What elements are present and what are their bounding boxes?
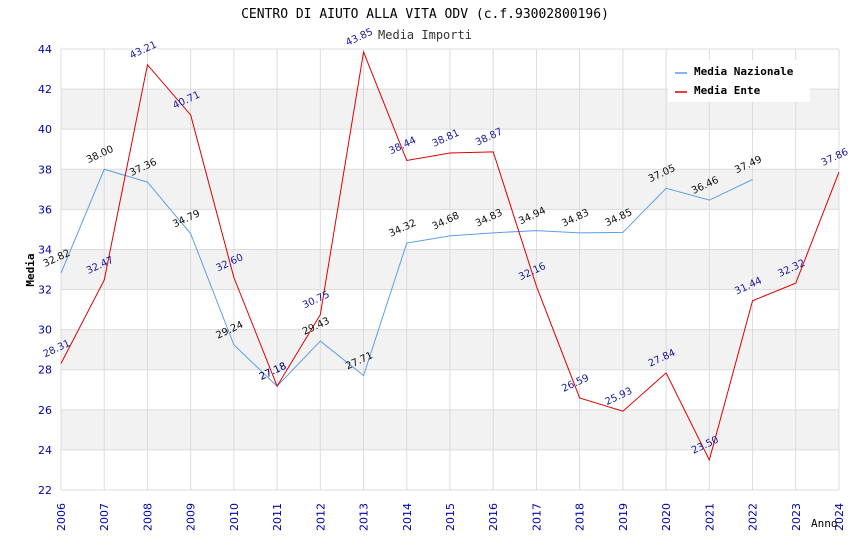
- chart-title: CENTRO DI AIUTO ALLA VITA ODV (c.f.93002…: [241, 7, 609, 22]
- data-label: 26.59: [560, 373, 591, 395]
- x-tick-label: 2011: [271, 503, 284, 531]
- x-tick-label: 2016: [487, 503, 500, 531]
- grid-lines: [60, 48, 840, 491]
- y-axis-label: Media: [24, 253, 37, 286]
- x-tick-label: 2013: [358, 503, 371, 531]
- x-tick-label: 2006: [55, 503, 68, 531]
- legend-label-media-ente: Media Ente: [694, 84, 761, 97]
- x-tick-label: 2018: [574, 503, 587, 531]
- y-tick-label: 34: [38, 243, 52, 256]
- legend-label-media-nazionale: Media Nazionale: [694, 65, 794, 78]
- data-label: 38.44: [387, 135, 418, 157]
- x-tick-label: 2010: [228, 503, 241, 531]
- y-axis-ticks: 22 24 26 28 30 32 34 36 38 40 42 44: [38, 43, 52, 497]
- x-axis-ticks: 2006 2007 2008 2009 2010 2011 2012 2013 2014 2015…: [55, 503, 846, 531]
- y-tick-label: 32: [38, 284, 52, 297]
- data-label: 34.79: [171, 208, 202, 230]
- data-label: 25.93: [604, 386, 635, 408]
- x-axis-label: Anno: [811, 517, 838, 530]
- x-tick-label: 2007: [98, 503, 111, 531]
- x-tick-label: 2012: [314, 503, 327, 531]
- data-label: 38.87: [474, 126, 505, 148]
- y-tick-label: 22: [38, 484, 52, 497]
- data-label: 34.68: [431, 210, 462, 232]
- chart-subtitle: Media Importi: [378, 28, 472, 42]
- y-tick-label: 30: [38, 324, 52, 337]
- data-label: 34.32: [387, 218, 418, 240]
- data-label: 38.81: [431, 128, 462, 150]
- legend: Media Nazionale Media Ente: [668, 60, 810, 102]
- x-tick-label: 2009: [185, 503, 198, 531]
- x-tick-label: 2019: [617, 503, 630, 531]
- data-label: 43.21: [128, 39, 159, 61]
- y-tick-label: 26: [38, 404, 52, 417]
- data-label: 37.86: [820, 147, 850, 169]
- x-tick-label: 2008: [141, 503, 154, 531]
- series-line-media-nazionale: [60, 168, 753, 387]
- x-tick-label: 2017: [530, 503, 543, 531]
- data-label: 34.83: [560, 207, 591, 229]
- legend-background: [668, 60, 810, 102]
- y-tick-label: 38: [38, 163, 52, 176]
- y-tick-label: 28: [38, 364, 52, 377]
- data-label: 34.83: [474, 207, 505, 229]
- y-tick-label: 42: [38, 83, 52, 96]
- y-tick-label: 44: [38, 43, 52, 56]
- x-tick-label: 2024: [833, 503, 846, 531]
- x-tick-label: 2021: [703, 503, 716, 531]
- x-tick-label: 2014: [401, 503, 414, 531]
- y-tick-label: 24: [38, 444, 52, 457]
- series-line-media-ente: [60, 50, 840, 462]
- y-tick-label: 36: [38, 203, 52, 216]
- series-lines: [60, 50, 840, 462]
- data-label: 43.85: [344, 27, 375, 49]
- x-tick-label: 2015: [444, 503, 457, 531]
- data-label: 30.75: [301, 289, 332, 311]
- x-tick-label: 2022: [747, 503, 760, 531]
- x-tick-label: 2023: [790, 503, 803, 531]
- x-tick-label: 2020: [660, 503, 673, 531]
- data-label: 38.00: [85, 144, 116, 166]
- y-tick-label: 40: [38, 123, 52, 136]
